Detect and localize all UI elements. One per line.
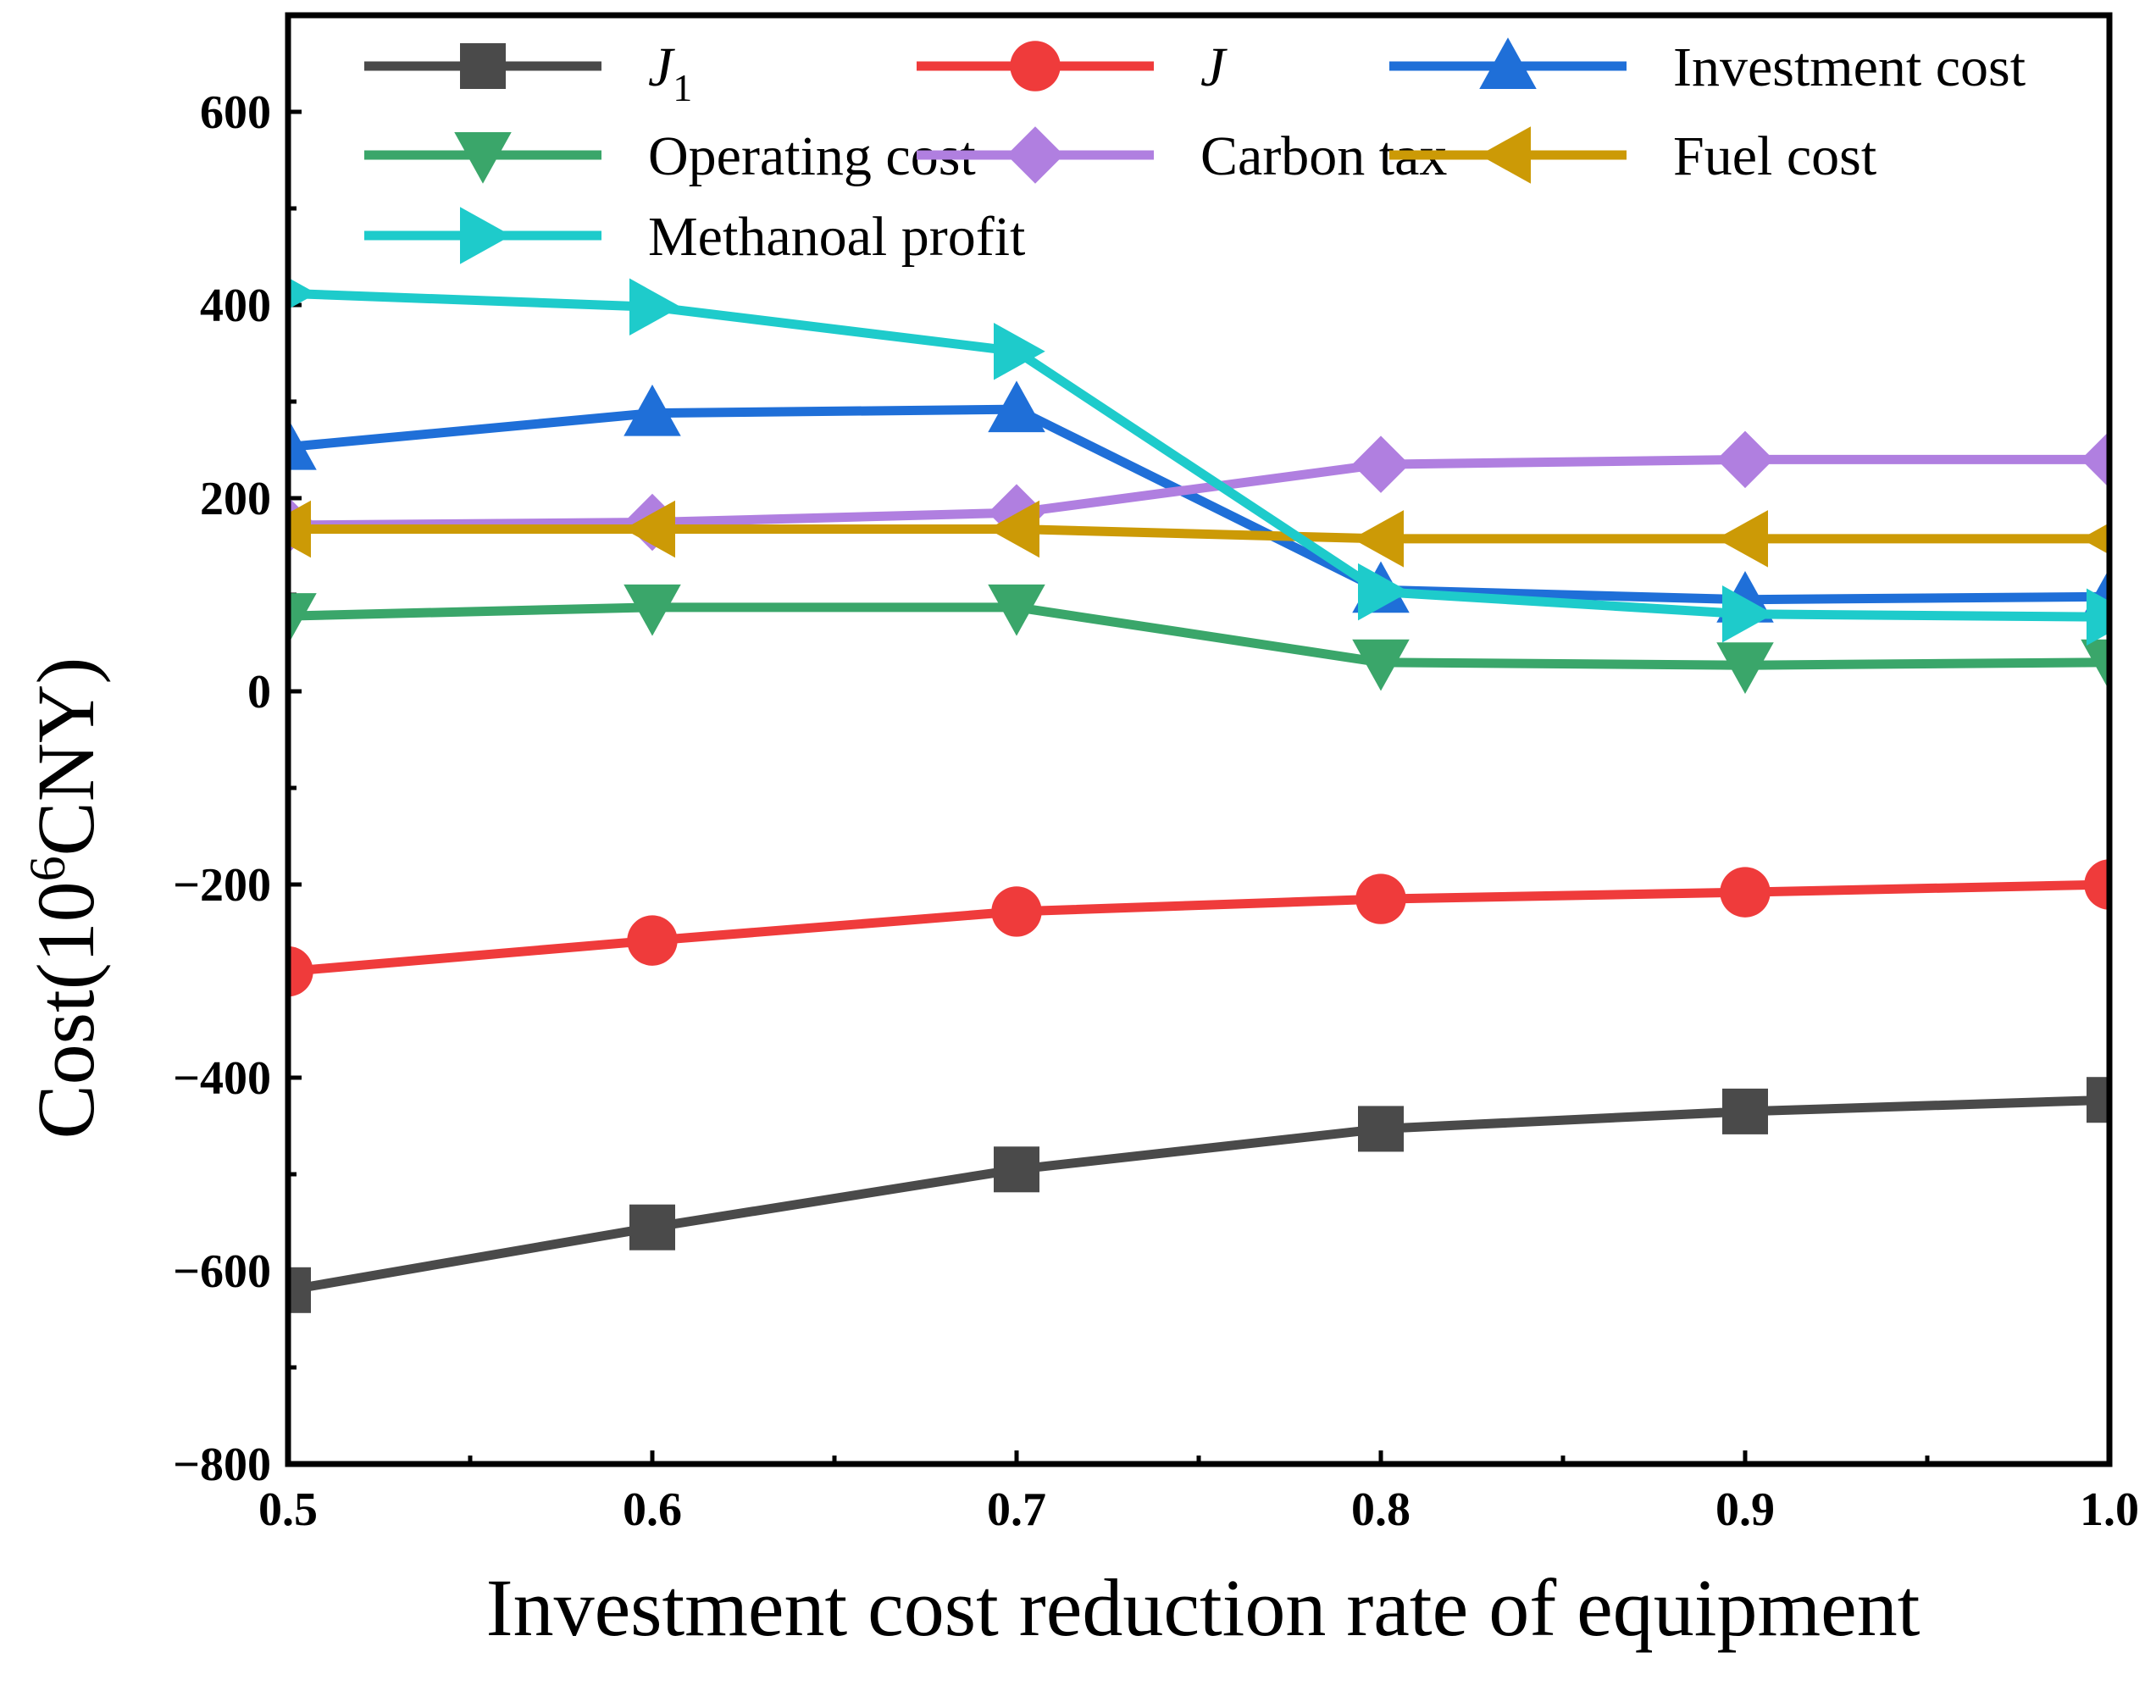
series-line <box>288 524 2109 544</box>
y-tick-label: −600 <box>173 1245 271 1298</box>
legend-item: Operating cost <box>364 125 976 187</box>
x-tick-label: 1.0 <box>2080 1483 2139 1536</box>
data-point <box>288 1267 311 1313</box>
data-point <box>1352 435 1410 493</box>
x-axis-title: Investment cost reduction rate of equipm… <box>486 1562 1920 1653</box>
data-point <box>288 946 313 997</box>
legend-label: J1 <box>648 36 692 109</box>
legend-marker <box>1479 37 1537 89</box>
data-point <box>988 500 1039 558</box>
legend-label-main: Methanoal profit <box>648 206 1025 268</box>
x-tick-label: 0.7 <box>987 1483 1046 1536</box>
y-axis-title-tail: CNY) <box>20 657 111 857</box>
plot-frame <box>285 12 2113 1467</box>
series <box>288 380 2109 623</box>
data-point <box>1358 563 1410 621</box>
x-tick-label: 0.8 <box>1351 1483 1411 1536</box>
series <box>288 500 2109 568</box>
data-point <box>288 500 311 558</box>
data-point <box>624 500 675 558</box>
data-point <box>624 584 681 636</box>
legend-item: J1 <box>364 36 692 109</box>
data-point <box>991 886 1042 937</box>
data-point <box>629 278 681 336</box>
legend-item: Carbon tax <box>917 125 1447 187</box>
data-point <box>994 322 1045 380</box>
series-line <box>288 288 2109 622</box>
legend-marker <box>1010 41 1061 92</box>
legend-label-main: J <box>648 36 675 98</box>
series <box>288 277 2109 646</box>
y-axis-title-sup: 6 <box>19 856 75 881</box>
y-tick-label: 400 <box>200 280 271 332</box>
legend-marker <box>460 43 506 89</box>
legend-item: Methanoal profit <box>364 206 1025 268</box>
legend-label-main: Investment cost <box>1673 36 2026 98</box>
legend-label: Methanoal profit <box>648 206 1025 268</box>
series-line <box>288 1095 2109 1295</box>
series-line <box>288 602 2109 670</box>
legend-label-main: J <box>1200 36 1228 98</box>
data-point <box>1716 642 1774 694</box>
y-tick-label: 600 <box>200 86 271 139</box>
data-point <box>627 915 678 966</box>
data-point <box>2081 430 2109 489</box>
legend-label-subscript: 1 <box>673 66 692 109</box>
data-point <box>1720 867 1771 918</box>
legend-label: J <box>1200 36 1228 98</box>
y-axis-title: Cost(106CNY) <box>19 657 111 1140</box>
x-tick-label: 0.9 <box>1715 1483 1775 1536</box>
legend-marker <box>454 132 512 184</box>
series-line <box>288 404 2109 605</box>
series <box>288 584 2109 694</box>
y-tick-label: 0 <box>247 666 271 718</box>
series-line <box>288 879 2109 977</box>
data-point <box>629 1204 675 1250</box>
series <box>288 859 2109 997</box>
data-point <box>1716 510 1768 568</box>
data-point <box>624 384 681 436</box>
legend-item: Investment cost <box>1389 36 2026 98</box>
legend-label: Investment cost <box>1673 36 2026 98</box>
data-point <box>2087 1077 2109 1123</box>
x-tick-label: 0.6 <box>623 1483 682 1536</box>
y-tick-label: −200 <box>173 859 271 912</box>
legend-marker <box>460 207 512 264</box>
data-point <box>988 380 1045 433</box>
legend-label-main: Fuel cost <box>1673 125 1876 187</box>
series-line <box>288 454 2109 530</box>
y-tick-label: −800 <box>173 1439 271 1491</box>
data-point <box>1716 430 1774 489</box>
legend-item: J <box>917 36 1228 98</box>
y-tick-label: 200 <box>200 473 271 525</box>
y-tick-label: −400 <box>173 1052 271 1105</box>
data-point <box>2084 859 2109 910</box>
data-point <box>1352 639 1410 691</box>
data-point <box>1722 1088 1768 1134</box>
x-tick-label: 0.5 <box>258 1483 318 1536</box>
legend-marker <box>1006 126 1064 184</box>
series <box>288 1077 2109 1313</box>
legend-item: Fuel cost <box>1389 125 1876 187</box>
data-point <box>288 418 317 470</box>
data-point <box>1355 873 1406 924</box>
y-axis-title-text: Cost(106CNY) <box>19 657 111 1140</box>
legend-label: Fuel cost <box>1673 125 1876 187</box>
data-point <box>2087 588 2109 646</box>
data-point <box>1358 1106 1404 1152</box>
data-point <box>994 1146 1039 1193</box>
data-point <box>2081 639 2109 691</box>
series-layer <box>288 277 2109 1313</box>
data-point <box>288 277 317 310</box>
legend-marker <box>1479 126 1531 184</box>
data-point <box>2081 523 2109 555</box>
data-point <box>988 584 1045 636</box>
data-point <box>1722 585 1774 643</box>
data-point <box>288 593 317 645</box>
data-point <box>1352 510 1404 568</box>
y-axis-title-main: Cost(10 <box>20 881 111 1139</box>
